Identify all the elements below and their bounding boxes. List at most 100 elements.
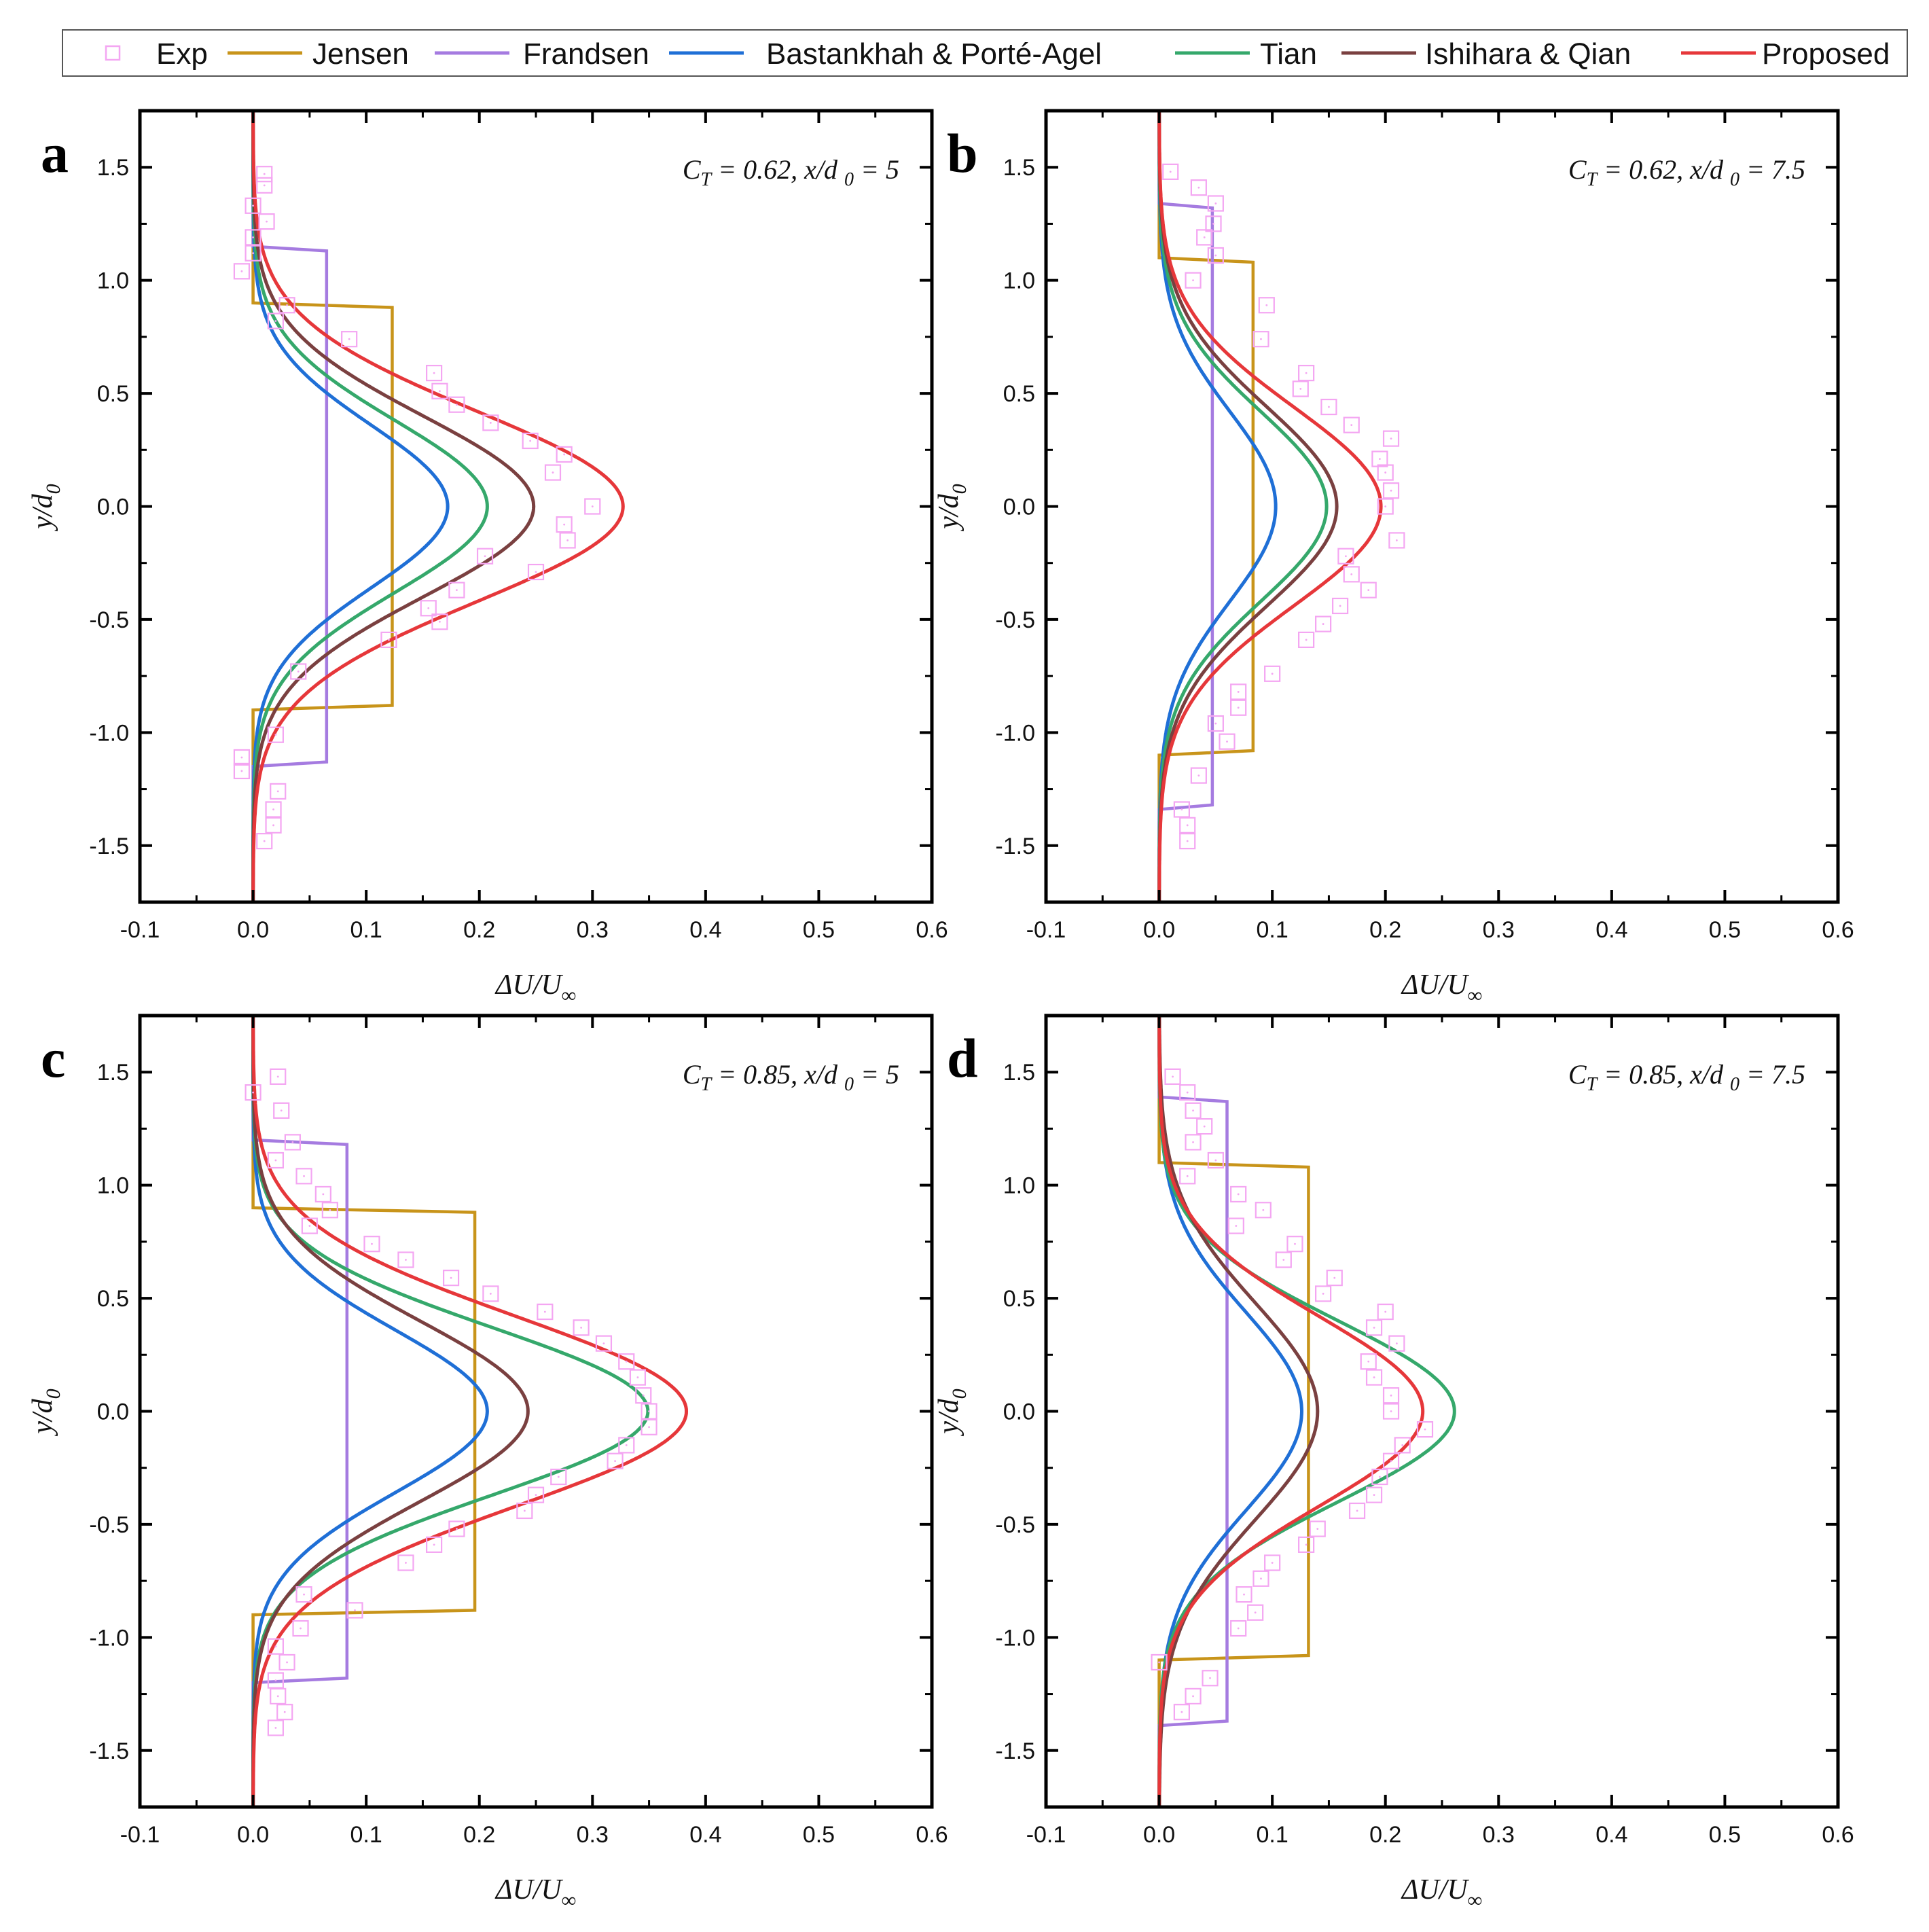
exp-point xyxy=(276,1704,293,1721)
series-jensen xyxy=(1157,1016,1310,1807)
x-tick-label: 0.0 xyxy=(237,1822,269,1848)
exp-point xyxy=(618,1353,635,1370)
exp-point xyxy=(256,166,273,183)
exp-point xyxy=(1264,1554,1281,1571)
x-tick-label: 0.2 xyxy=(1369,917,1401,943)
x-axis-title: ΔU/U∞ xyxy=(494,969,576,1007)
exp-point xyxy=(1205,215,1222,232)
exp-point xyxy=(527,1486,545,1503)
x-tick-label: 0.5 xyxy=(803,1822,835,1848)
exp-point xyxy=(267,1672,284,1689)
exp-point xyxy=(482,414,499,431)
exp-point xyxy=(1196,229,1213,246)
x-tick-label: 0.0 xyxy=(1143,917,1175,943)
y-tick-label: 0.5 xyxy=(1003,1286,1035,1312)
exp-point xyxy=(1275,1251,1292,1268)
plot-area-c xyxy=(245,1016,688,1807)
exp-point xyxy=(233,749,251,766)
panel-d: -0.1 0.0 0.1 0.2 0.3 0.4 0.5 0.6 -1.5 -1.0 -0.5 0.0… xyxy=(933,1014,1854,1912)
x-tick-label: 0.3 xyxy=(1483,917,1515,943)
panel-letter: b xyxy=(947,122,978,184)
exp-point xyxy=(1179,1084,1196,1101)
exp-point xyxy=(1416,1421,1434,1438)
exp-point xyxy=(556,516,573,533)
y-tick-label: 0.5 xyxy=(97,381,129,407)
exp-point xyxy=(1247,1604,1264,1621)
exp-point xyxy=(1179,833,1196,850)
y-tick-label: 1.0 xyxy=(1003,268,1035,294)
exp-point xyxy=(284,1134,301,1151)
exp-point xyxy=(431,382,448,399)
exp-point xyxy=(641,1418,657,1435)
exp-point xyxy=(1388,1335,1405,1352)
exp-point xyxy=(516,1502,533,1520)
exp-point xyxy=(1360,582,1377,598)
exp-point xyxy=(1377,1303,1394,1321)
exp-point xyxy=(267,1151,284,1169)
exp-point xyxy=(1173,801,1190,818)
x-tick-label: -0.1 xyxy=(1026,1822,1066,1848)
exp-point xyxy=(1360,1353,1377,1370)
exp-point xyxy=(1331,597,1349,615)
series-ishihara xyxy=(1157,111,1339,902)
exp-point xyxy=(1185,1102,1202,1119)
legend-entry-tian: Tian xyxy=(1175,37,1317,71)
exp-point xyxy=(1371,450,1388,467)
y-tick-label: 0.5 xyxy=(1003,381,1035,407)
x-tick-label: 0.0 xyxy=(1143,1822,1175,1848)
exp-point xyxy=(278,1653,295,1671)
plot-area-d xyxy=(1151,1016,1456,1807)
series-proposed xyxy=(251,111,625,902)
exp-point xyxy=(1394,1437,1411,1454)
exp-point xyxy=(1382,1452,1400,1469)
exp-point xyxy=(1202,1670,1219,1687)
exp-point xyxy=(1230,1620,1247,1637)
exp-point xyxy=(1252,1570,1269,1587)
x-tick-label: 0.0 xyxy=(237,917,269,943)
exp-point xyxy=(1230,683,1247,700)
exp-point xyxy=(556,446,573,463)
exp-point xyxy=(1207,195,1224,212)
x-tick-label: 0.5 xyxy=(1709,1822,1741,1848)
exp-point xyxy=(629,1369,647,1386)
exp-point xyxy=(245,1084,262,1101)
exp-point xyxy=(1371,1468,1388,1486)
exp-point xyxy=(607,1452,624,1469)
x-tick-label: 0.5 xyxy=(803,917,835,943)
exp-point xyxy=(1164,1068,1181,1085)
series-tian xyxy=(1157,111,1329,902)
x-tick-label: 0.4 xyxy=(689,1822,721,1848)
exp-point xyxy=(1230,1185,1247,1203)
exp-point xyxy=(1348,1502,1366,1520)
legend-entry-proposed: Proposed xyxy=(1681,37,1890,71)
exp-point xyxy=(641,1403,657,1420)
exp-point xyxy=(245,229,262,246)
y-tick-label: -1.0 xyxy=(89,720,129,746)
x-tick-label: 0.1 xyxy=(350,917,382,943)
legend-box xyxy=(62,29,1908,77)
exp-point xyxy=(448,1520,465,1537)
x-tick-label: -0.1 xyxy=(1026,917,1066,943)
x-tick-label: 0.2 xyxy=(463,917,495,943)
exp-point xyxy=(1337,548,1354,565)
exp-point xyxy=(1185,272,1202,289)
y-tick-label: 0.0 xyxy=(1003,495,1035,520)
exp-point xyxy=(1314,1285,1332,1302)
exp-point xyxy=(270,1687,287,1704)
y-tick-label: 1.5 xyxy=(1003,155,1035,181)
legend-entry-jensen: Jensen xyxy=(228,37,409,71)
y-axis-title: y/d0 xyxy=(27,1389,65,1436)
y-tick-label: -1.0 xyxy=(89,1625,129,1651)
exp-point xyxy=(397,1554,414,1571)
exp-point xyxy=(476,548,494,565)
exp-point xyxy=(1255,1202,1272,1219)
exp-point xyxy=(1298,365,1315,382)
exp-point xyxy=(550,1468,567,1486)
y-tick-label: -0.5 xyxy=(995,1512,1035,1538)
exp-point xyxy=(442,1270,460,1287)
exp-point xyxy=(635,1387,652,1404)
series-jensen xyxy=(251,111,394,902)
series-jensen xyxy=(251,1016,477,1807)
y-tick-label: 0.0 xyxy=(97,1399,129,1425)
y-tick-label: 1.5 xyxy=(1003,1060,1035,1086)
